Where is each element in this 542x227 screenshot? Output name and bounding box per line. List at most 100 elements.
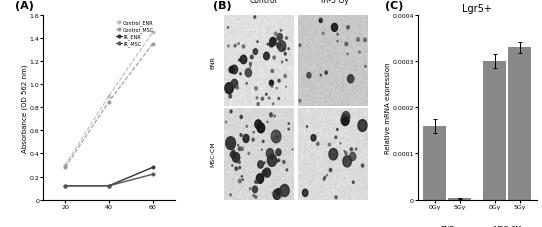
Circle shape	[253, 195, 255, 197]
Circle shape	[253, 132, 254, 133]
Circle shape	[267, 122, 268, 123]
Circle shape	[320, 75, 321, 77]
Circle shape	[286, 60, 287, 62]
Circle shape	[255, 180, 258, 183]
Circle shape	[277, 34, 282, 41]
Circle shape	[256, 98, 257, 99]
Circle shape	[332, 157, 333, 159]
Circle shape	[252, 139, 254, 142]
Circle shape	[282, 161, 285, 164]
Circle shape	[350, 153, 356, 161]
Circle shape	[263, 168, 270, 177]
Text: IR-5 Gy: IR-5 Gy	[321, 0, 349, 5]
Circle shape	[231, 80, 237, 88]
Circle shape	[230, 153, 233, 156]
Circle shape	[263, 53, 269, 61]
Text: MSC-CM: MSC-CM	[493, 225, 521, 227]
Circle shape	[226, 137, 235, 150]
Circle shape	[266, 94, 267, 96]
Y-axis label: Absorbance (OD 562 nm): Absorbance (OD 562 nm)	[22, 64, 28, 152]
Circle shape	[263, 162, 265, 164]
Circle shape	[238, 161, 240, 164]
Circle shape	[286, 37, 287, 40]
Circle shape	[323, 178, 325, 180]
Circle shape	[330, 169, 332, 172]
Circle shape	[277, 160, 279, 162]
Circle shape	[238, 44, 239, 45]
Circle shape	[269, 81, 274, 86]
Circle shape	[284, 53, 286, 56]
Bar	[448, 198, 471, 200]
Circle shape	[280, 195, 282, 197]
Circle shape	[267, 44, 268, 46]
Circle shape	[241, 147, 243, 151]
Circle shape	[286, 169, 288, 171]
Bar	[423, 126, 446, 200]
Circle shape	[262, 141, 264, 143]
Circle shape	[278, 80, 280, 83]
Circle shape	[299, 100, 301, 103]
Text: ENR: ENR	[440, 225, 454, 227]
Circle shape	[283, 187, 285, 190]
Circle shape	[240, 74, 241, 75]
Circle shape	[332, 24, 338, 32]
Circle shape	[280, 185, 289, 197]
Circle shape	[330, 152, 331, 154]
Circle shape	[255, 196, 257, 199]
Circle shape	[238, 147, 241, 151]
Circle shape	[237, 145, 238, 146]
Circle shape	[277, 38, 279, 41]
Circle shape	[253, 186, 257, 193]
Circle shape	[341, 115, 350, 126]
Circle shape	[337, 34, 338, 36]
Circle shape	[255, 196, 256, 197]
Circle shape	[278, 159, 280, 162]
Circle shape	[246, 83, 247, 85]
Circle shape	[280, 30, 282, 32]
Circle shape	[254, 17, 256, 19]
Circle shape	[358, 120, 367, 132]
Circle shape	[343, 156, 351, 167]
Circle shape	[229, 67, 234, 74]
Circle shape	[273, 57, 275, 60]
Text: (B): (B)	[213, 1, 231, 11]
Circle shape	[276, 88, 277, 89]
Circle shape	[238, 60, 240, 62]
Circle shape	[288, 128, 289, 131]
Circle shape	[278, 42, 286, 52]
Circle shape	[230, 152, 236, 158]
Circle shape	[276, 149, 281, 156]
Circle shape	[344, 151, 345, 152]
Circle shape	[231, 165, 233, 167]
Circle shape	[311, 135, 316, 141]
Circle shape	[275, 33, 277, 36]
Circle shape	[350, 148, 352, 151]
Bar	[483, 62, 506, 200]
Circle shape	[257, 161, 263, 168]
Circle shape	[257, 123, 264, 133]
Circle shape	[256, 174, 263, 183]
Circle shape	[241, 176, 242, 177]
Circle shape	[345, 159, 347, 162]
Circle shape	[240, 134, 242, 137]
Circle shape	[269, 114, 272, 117]
Circle shape	[352, 78, 354, 81]
Circle shape	[278, 98, 280, 100]
Circle shape	[299, 45, 301, 47]
Circle shape	[307, 73, 311, 79]
Circle shape	[271, 156, 273, 159]
Circle shape	[345, 43, 348, 47]
Circle shape	[322, 33, 324, 35]
Circle shape	[257, 42, 258, 43]
Circle shape	[329, 149, 338, 160]
Circle shape	[267, 170, 270, 173]
Circle shape	[233, 153, 240, 163]
Circle shape	[302, 189, 308, 197]
Circle shape	[271, 70, 274, 73]
Circle shape	[228, 27, 229, 29]
Circle shape	[284, 75, 287, 78]
Circle shape	[242, 179, 243, 181]
Circle shape	[240, 116, 242, 119]
Circle shape	[255, 120, 262, 129]
Circle shape	[253, 49, 257, 55]
